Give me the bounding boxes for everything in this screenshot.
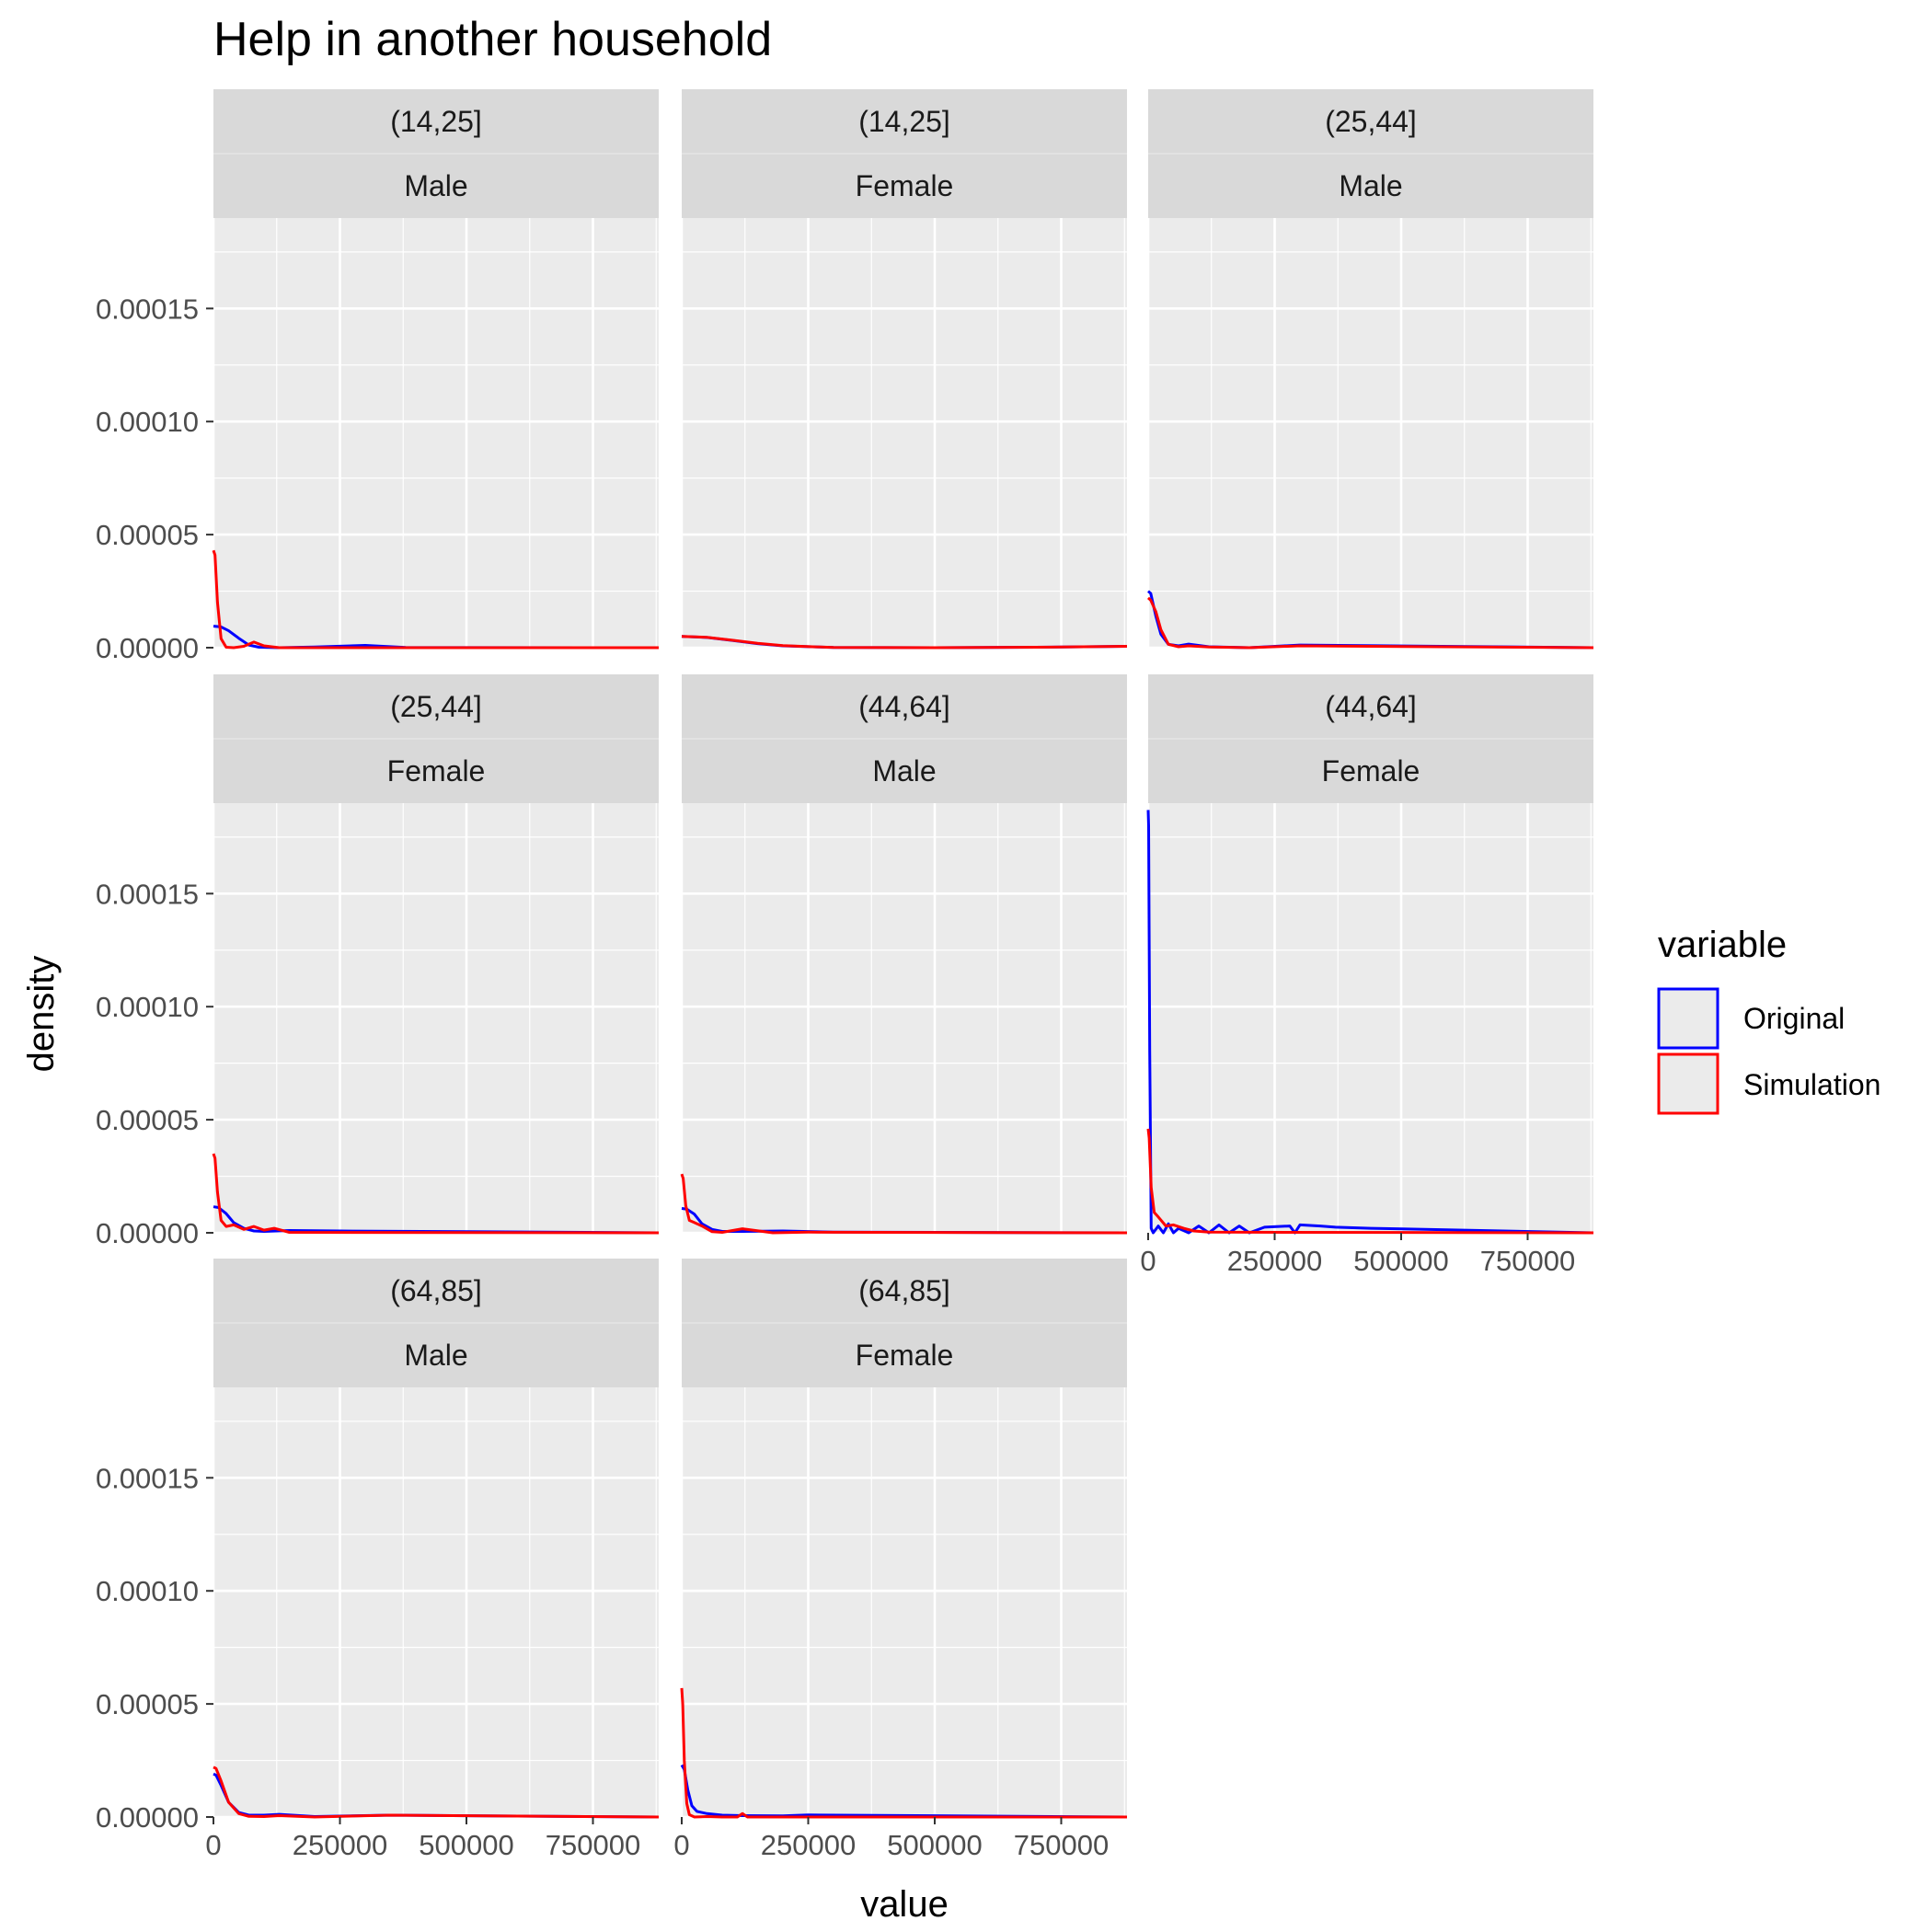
series-line-simulation — [680, 1687, 1127, 1819]
chart-title: Help in another household — [213, 13, 772, 66]
strip-label-age: (44,64] — [1325, 690, 1417, 723]
x-tick-label: 250000 — [761, 1829, 856, 1861]
y-tick-label: 0.00005 — [96, 519, 199, 551]
x-tick-label: 750000 — [1480, 1245, 1575, 1277]
strip-label-sex: Male — [404, 169, 467, 202]
strip-label-sex: Female — [856, 169, 954, 202]
x-tick-label: 250000 — [293, 1829, 387, 1861]
facet-panel: (64,85] Female 0 250000 500000 750000 — [673, 1259, 1128, 1861]
strip-label-age: (25,44] — [390, 690, 482, 723]
y-tick-label: 0.00015 — [96, 293, 199, 325]
legend-label-original: Original — [1743, 1002, 1845, 1035]
x-axis-title: value — [860, 1884, 949, 1925]
panel-background — [682, 803, 1127, 1233]
strip-label-age: (14,25] — [390, 105, 482, 138]
legend-key-original — [1657, 987, 1719, 1050]
y-axis-title: density — [21, 956, 62, 1073]
facet-panel: (44,64] Male — [680, 674, 1128, 1235]
legend-item-simulation: Simulation — [1657, 1052, 1880, 1115]
series-line-original — [213, 1205, 660, 1235]
y-tick-label: 0.00000 — [96, 1217, 199, 1249]
facet-panel: (14,25] Female — [680, 89, 1128, 650]
strip-label-sex: Male — [872, 754, 936, 788]
x-tick-label: 500000 — [419, 1829, 513, 1861]
y-tick-label: 0.00000 — [96, 632, 199, 664]
strip-label-age: (64,85] — [858, 1274, 950, 1307]
facet-panel: (44,64] Female 0 250000 500000 750000 — [1140, 674, 1594, 1277]
strip-label-age: (64,85] — [390, 1274, 482, 1307]
panel-background — [682, 218, 1127, 648]
y-tick-label: 0.00015 — [96, 878, 199, 910]
series-line-simulation — [1146, 1128, 1594, 1235]
legend-label-simulation: Simulation — [1743, 1068, 1880, 1101]
x-tick-label: 0 — [673, 1829, 689, 1861]
series-line-original — [213, 625, 660, 650]
y-tick-label: 0.00010 — [96, 991, 199, 1023]
strip-label-sex: Female — [1322, 754, 1420, 788]
strip-label-sex: Female — [387, 754, 486, 788]
facet-panel: (25,44] Female 0.00000 0.00005 0.00010 0.0001… — [96, 674, 660, 1249]
legend-key-simulation — [1657, 1052, 1719, 1115]
x-tick-label: 750000 — [546, 1829, 640, 1861]
y-tick-label: 0.00010 — [96, 406, 199, 438]
panel-background — [213, 218, 659, 648]
x-tick-label: 500000 — [887, 1829, 982, 1861]
x-tick-label: 750000 — [1014, 1829, 1109, 1861]
facet-panel: (25,44] Male — [1146, 89, 1594, 650]
y-tick-label: 0.00000 — [96, 1801, 199, 1834]
strip-label-age: (14,25] — [858, 105, 950, 138]
series-line-simulation — [680, 1173, 1128, 1235]
y-tick-label: 0.00005 — [96, 1688, 199, 1720]
x-tick-label: 250000 — [1227, 1245, 1322, 1277]
strip-label-sex: Female — [856, 1339, 954, 1372]
y-tick-label: 0.00015 — [96, 1462, 199, 1494]
strip-label-sex: Male — [1339, 169, 1402, 202]
y-tick-label: 0.00010 — [96, 1575, 199, 1607]
x-tick-label: 0 — [1140, 1245, 1156, 1277]
facet-panel: (14,25] Male 0.00000 0.00005 0.00010 0.00015 — [96, 89, 660, 664]
panel-background — [213, 1387, 659, 1817]
panel-background — [682, 1387, 1127, 1817]
legend-title: variable — [1658, 925, 1787, 965]
x-tick-label: 500000 — [1353, 1245, 1448, 1277]
legend: variable Original Simulation — [1657, 925, 1880, 1115]
series-line-simulation — [212, 1153, 660, 1235]
series-line-simulation — [212, 549, 659, 650]
panel-background — [1148, 218, 1593, 648]
strip-label-age: (25,44] — [1325, 105, 1417, 138]
y-tick-label: 0.00005 — [96, 1104, 199, 1136]
strip-label-sex: Male — [404, 1339, 467, 1372]
strip-label-age: (44,64] — [858, 690, 950, 723]
facet-panel: (64,85] Male 0.00000 0.00005 0.00010 0.00015 0… — [96, 1259, 660, 1861]
x-tick-label: 0 — [205, 1829, 221, 1861]
panels: (14,25]Male0.000000.000050.000100.00015(… — [96, 89, 1594, 1861]
panel-background — [1148, 803, 1593, 1233]
series-line-simulation — [1147, 596, 1594, 650]
legend-item-original: Original — [1657, 987, 1845, 1050]
panel-background — [213, 803, 659, 1233]
series-line-simulation — [681, 635, 1128, 650]
series-line-simulation — [213, 1765, 660, 1819]
